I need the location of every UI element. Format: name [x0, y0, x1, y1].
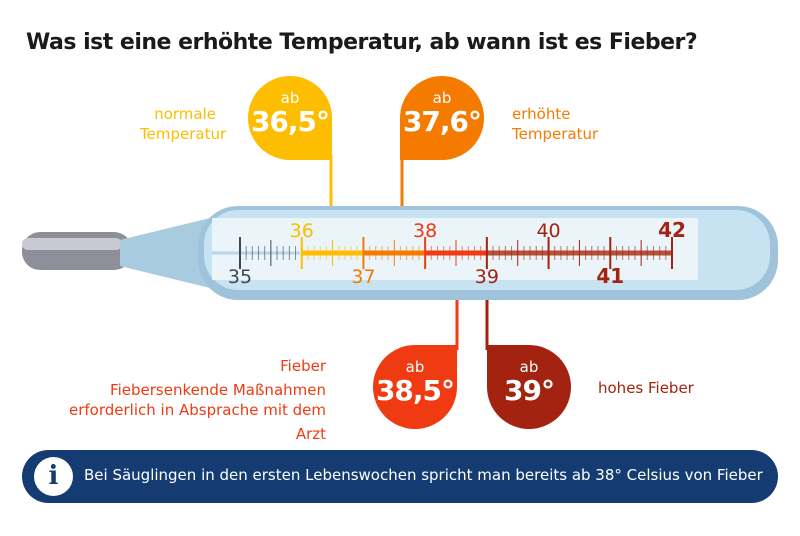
- page-title: Was ist eine erhöhte Temperatur, ab wann…: [26, 30, 698, 55]
- label-normal: normale Temperatur: [140, 105, 227, 143]
- marker-high-fever: ab 39°: [487, 345, 571, 429]
- label-fever: Fieber Fiebersenkende Maßnahmen erforderli…: [69, 357, 326, 443]
- info-text: Bei Säuglingen in den ersten Lebenswoche…: [84, 466, 763, 484]
- info-banner: i Bei Säuglingen in den ersten Lebenswoc…: [22, 450, 778, 503]
- label-high-fever: hohes Fieber: [598, 379, 694, 397]
- scale-label: 39: [475, 266, 499, 288]
- scale-label: 35: [228, 266, 252, 288]
- scale-label: 37: [351, 266, 375, 288]
- scale-label: 38: [413, 220, 437, 242]
- marker-normal: ab 36,5°: [248, 76, 332, 160]
- thermometer-tip: [22, 232, 132, 270]
- scale-label: 42: [658, 218, 686, 242]
- scale-label: 40: [536, 220, 560, 242]
- thermometer-neck: [120, 218, 210, 288]
- marker-fever: ab 38,5°: [373, 345, 457, 429]
- scale-label: 41: [596, 264, 624, 288]
- marker-elevated: ab 37,6°: [400, 76, 484, 160]
- info-icon: i: [34, 457, 73, 496]
- scale-label: 36: [290, 220, 314, 242]
- label-elevated: erhöhte Temperatur: [512, 105, 599, 143]
